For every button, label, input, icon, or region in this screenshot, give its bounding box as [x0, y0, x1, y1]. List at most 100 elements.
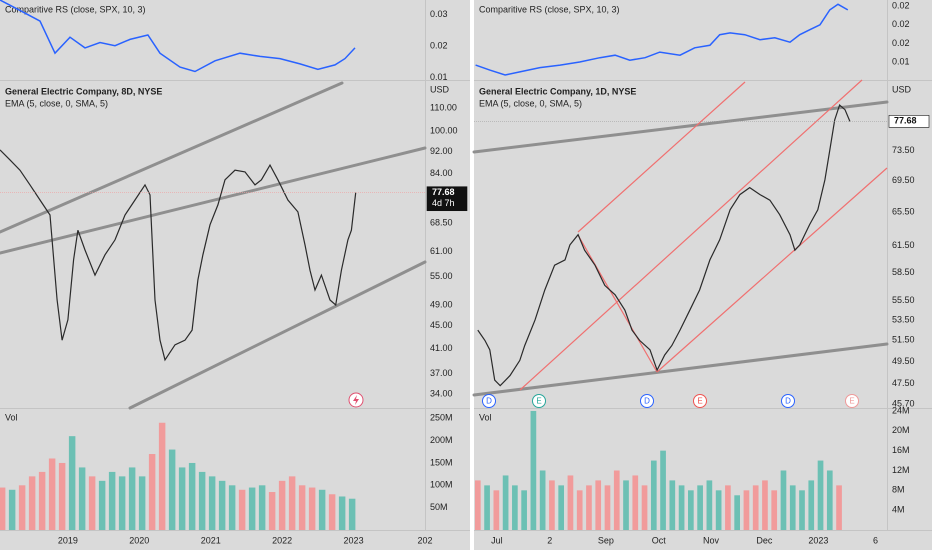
y-tick-label: 24M [892, 405, 910, 415]
volume-bar [799, 490, 805, 530]
y-tick-label: 12M [892, 465, 910, 475]
y-tick-label: 100.00 [430, 126, 458, 136]
pane-title: Comparitive RS (close, SPX, 10, 3) [5, 4, 146, 14]
volume-bar [78, 467, 86, 530]
axis-unit: USD [430, 84, 450, 94]
volume-bar [298, 485, 306, 530]
x-tick-label: Oct [652, 535, 667, 545]
volume-bar [484, 485, 490, 530]
x-tick-label: 6 [873, 535, 878, 545]
y-tick-label: 0.02 [892, 1, 910, 11]
series-line [475, 3, 849, 76]
volume-bar [48, 458, 56, 530]
pane-title: General Electric Company, 8D, NYSE [5, 86, 162, 96]
volume-bar [715, 490, 722, 530]
volume-bar [576, 490, 583, 530]
volume-bar [493, 490, 500, 530]
volume-bar [128, 467, 136, 530]
x-tick-label: 2020 [129, 535, 149, 545]
event-label: D [486, 397, 492, 406]
volume-bar [502, 475, 509, 530]
last-price-label: 77.68 [894, 116, 917, 126]
volume-bar [18, 485, 26, 530]
volume-bar [752, 485, 759, 530]
volume-bar [8, 489, 16, 530]
x-tick-label: Sep [598, 535, 614, 545]
pane-title: General Electric Company, 1D, NYSE [479, 86, 636, 96]
y-tick-label: 150M [430, 457, 453, 467]
volume-bar [697, 485, 703, 530]
y-tick-label: 61.50 [892, 240, 915, 250]
event-marker [640, 394, 654, 408]
volume-bar [595, 480, 602, 530]
volume-bar [58, 462, 66, 530]
y-tick-label: 8M [892, 485, 905, 495]
trend-line [472, 342, 889, 397]
volume-bar [318, 489, 326, 530]
x-tick-label: 202 [417, 535, 432, 545]
x-tick-label: Jul [491, 535, 503, 545]
y-tick-label: 41.00 [430, 343, 453, 353]
volume-bar [650, 460, 657, 530]
volume-bar [308, 487, 316, 530]
y-tick-label: 45.70 [892, 398, 915, 408]
y-tick-label: 20M [892, 425, 910, 435]
y-tick-label: 100M [430, 480, 453, 490]
volume-bar [641, 485, 648, 530]
volume-bar [567, 475, 574, 530]
y-tick-label: 250M [430, 413, 453, 423]
volume-bar [138, 476, 146, 530]
y-tick-label: 200M [430, 435, 453, 445]
left-panel [0, 0, 470, 550]
event-marker [482, 394, 496, 408]
volume-bar [338, 496, 346, 530]
trend-line [577, 81, 746, 233]
pane-subtitle: EMA (5, close, 0, SMA, 5) [5, 98, 108, 108]
volume-bar [549, 480, 555, 530]
last-price-box [888, 115, 930, 128]
volume-bar [604, 485, 611, 530]
volume-bar [789, 485, 796, 530]
y-tick-label: 4M [892, 505, 905, 515]
volume-bar [688, 490, 694, 530]
volume-bar [725, 485, 731, 530]
volume-bar [88, 476, 96, 530]
y-tick-label: 110.00 [430, 102, 457, 112]
y-tick-label: 55.50 [892, 295, 915, 305]
volume-bar [0, 487, 6, 530]
y-tick-label: 50M [430, 502, 448, 512]
y-tick-label: 55.00 [430, 271, 453, 281]
volume-bar [178, 467, 186, 530]
volume-bar [530, 410, 537, 530]
trend-line [472, 100, 889, 154]
volume-bar [68, 436, 76, 530]
volume-bar [780, 470, 787, 530]
event-icon [348, 392, 364, 408]
y-tick-label: 58.50 [892, 267, 915, 277]
last-price-label: 77.68 [432, 187, 455, 197]
trend-line [128, 260, 427, 410]
volume-bar [660, 450, 666, 530]
y-tick-label: 16M [892, 445, 910, 455]
volume-bar [521, 490, 527, 530]
volume-bar [817, 460, 824, 530]
y-tick-label: 0.03 [430, 9, 448, 19]
pane-subtitle: EMA (5, close, 0, SMA, 5) [479, 98, 582, 108]
pane-title: Vol [5, 412, 18, 422]
y-tick-label: 37.00 [430, 368, 453, 378]
volume-bar [836, 485, 842, 530]
volume-bar [148, 454, 156, 530]
y-tick-label: 68.50 [430, 218, 453, 228]
y-tick-label: 0.01 [430, 72, 448, 82]
volume-bar [38, 471, 46, 530]
y-tick-label: 49.50 [892, 356, 915, 366]
series-line [0, 149, 357, 362]
x-tick-label: Dec [756, 535, 773, 545]
volume-bar [669, 480, 676, 530]
volume-bar [228, 485, 236, 530]
volume-bar [613, 470, 620, 530]
event-marker [693, 394, 707, 408]
volume-bar [539, 470, 546, 530]
y-tick-label: 84.00 [430, 168, 453, 178]
y-tick-label: 0.02 [892, 38, 910, 48]
